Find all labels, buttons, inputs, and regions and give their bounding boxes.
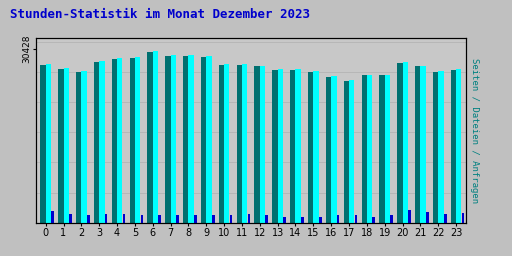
- Bar: [278, 69, 283, 223]
- Bar: [349, 80, 354, 223]
- Bar: [140, 215, 143, 223]
- Bar: [58, 69, 63, 223]
- Bar: [272, 70, 278, 223]
- Bar: [69, 214, 72, 223]
- Bar: [451, 70, 456, 223]
- Bar: [51, 211, 54, 223]
- Bar: [290, 70, 295, 223]
- Bar: [183, 56, 188, 223]
- Bar: [219, 65, 224, 223]
- Bar: [331, 76, 336, 223]
- Bar: [337, 215, 339, 223]
- Bar: [415, 66, 420, 223]
- Y-axis label: Seiten / Dateien / Anfragen: Seiten / Dateien / Anfragen: [470, 58, 479, 203]
- Bar: [390, 215, 393, 223]
- Bar: [308, 72, 313, 223]
- Bar: [105, 214, 108, 223]
- Bar: [462, 213, 464, 223]
- Text: Stunden-Statistik im Monat Dezember 2023: Stunden-Statistik im Monat Dezember 2023: [10, 8, 310, 21]
- Bar: [248, 214, 250, 223]
- Bar: [373, 217, 375, 223]
- Bar: [201, 57, 206, 223]
- Bar: [260, 66, 265, 223]
- Bar: [176, 215, 179, 223]
- Bar: [254, 66, 260, 223]
- Bar: [385, 74, 390, 223]
- Bar: [206, 57, 211, 223]
- Bar: [40, 65, 46, 223]
- Bar: [313, 71, 318, 223]
- Bar: [230, 215, 232, 223]
- Bar: [301, 217, 304, 223]
- Bar: [344, 81, 349, 223]
- Bar: [283, 217, 286, 223]
- Bar: [123, 214, 125, 223]
- Bar: [212, 215, 215, 223]
- Bar: [87, 215, 90, 223]
- Bar: [456, 69, 461, 223]
- Bar: [63, 68, 69, 223]
- Bar: [147, 52, 153, 223]
- Bar: [444, 214, 446, 223]
- Bar: [135, 57, 140, 223]
- Bar: [76, 72, 81, 223]
- Bar: [397, 63, 402, 223]
- Bar: [94, 62, 99, 223]
- Bar: [326, 77, 331, 223]
- Bar: [81, 71, 87, 223]
- Bar: [242, 64, 247, 223]
- Bar: [402, 62, 408, 223]
- Bar: [99, 61, 104, 223]
- Bar: [170, 55, 176, 223]
- Bar: [46, 64, 51, 223]
- Bar: [379, 76, 385, 223]
- Bar: [426, 212, 429, 223]
- Bar: [117, 58, 122, 223]
- Bar: [319, 217, 322, 223]
- Bar: [420, 66, 426, 223]
- Bar: [224, 64, 229, 223]
- Bar: [433, 72, 438, 223]
- Bar: [361, 76, 367, 223]
- Bar: [112, 59, 117, 223]
- Bar: [438, 71, 443, 223]
- Bar: [130, 58, 135, 223]
- Bar: [295, 69, 301, 223]
- Bar: [237, 65, 242, 223]
- Bar: [188, 55, 194, 223]
- Bar: [153, 51, 158, 223]
- Bar: [265, 215, 268, 223]
- Bar: [158, 215, 161, 223]
- Bar: [408, 210, 411, 223]
- Bar: [355, 215, 357, 223]
- Bar: [367, 74, 372, 223]
- Bar: [194, 215, 197, 223]
- Bar: [165, 56, 170, 223]
